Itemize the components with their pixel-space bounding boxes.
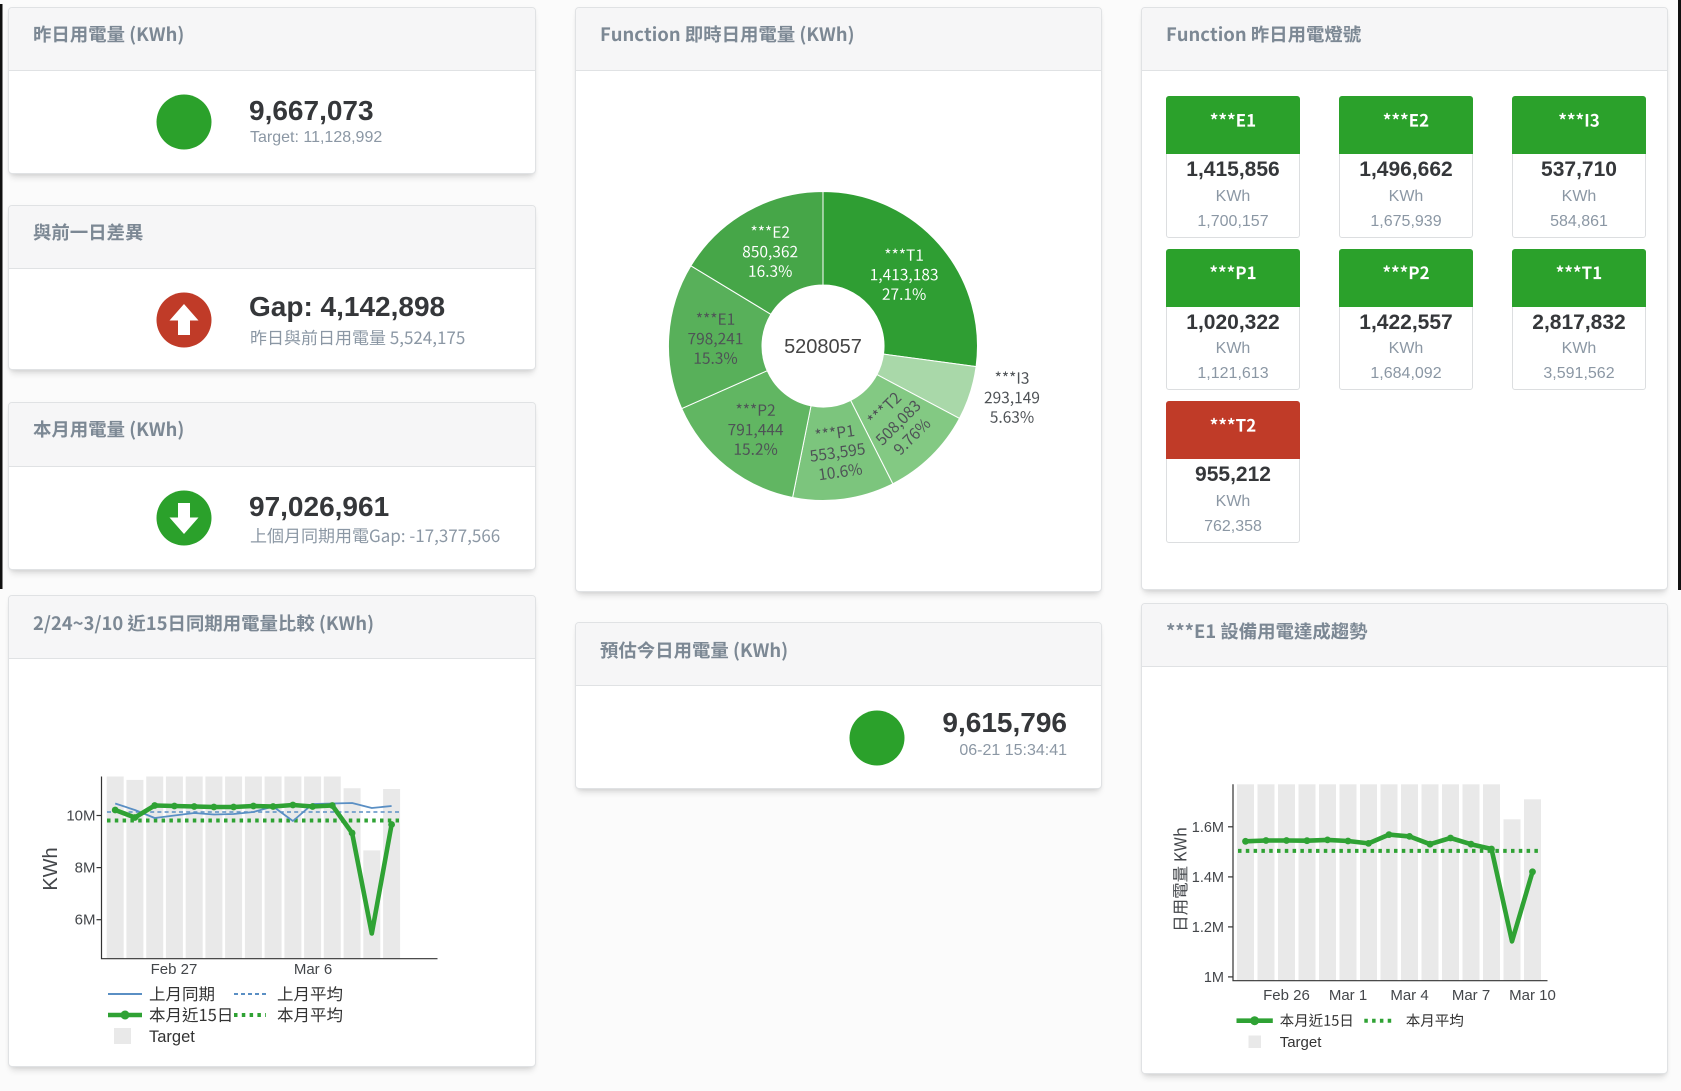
svg-text:5208057: 5208057 (784, 336, 862, 358)
svg-text:10M: 10M (66, 808, 95, 825)
svg-text:Mar 1: Mar 1 (1329, 987, 1367, 1004)
svg-text:Mar 10: Mar 10 (1509, 987, 1556, 1004)
svg-text:Feb 27: Feb 27 (151, 961, 198, 978)
svg-text:1.4M: 1.4M (1192, 870, 1224, 886)
svg-text:1M: 1M (1204, 970, 1224, 986)
svg-text:Mar 4: Mar 4 (1390, 987, 1428, 1004)
svg-text:Target: Target (1280, 1034, 1323, 1051)
svg-text:Mar 6: Mar 6 (294, 961, 332, 978)
svg-text:1.6M: 1.6M (1192, 820, 1224, 836)
svg-text:8M: 8M (75, 860, 96, 877)
svg-text:1.2M: 1.2M (1192, 920, 1224, 936)
svg-text:Feb 26: Feb 26 (1263, 987, 1310, 1004)
svg-text:KWh: KWh (40, 847, 62, 890)
svg-text:Target: Target (149, 1028, 195, 1046)
svg-text:6M: 6M (75, 912, 96, 929)
svg-text:Mar 7: Mar 7 (1452, 987, 1490, 1004)
